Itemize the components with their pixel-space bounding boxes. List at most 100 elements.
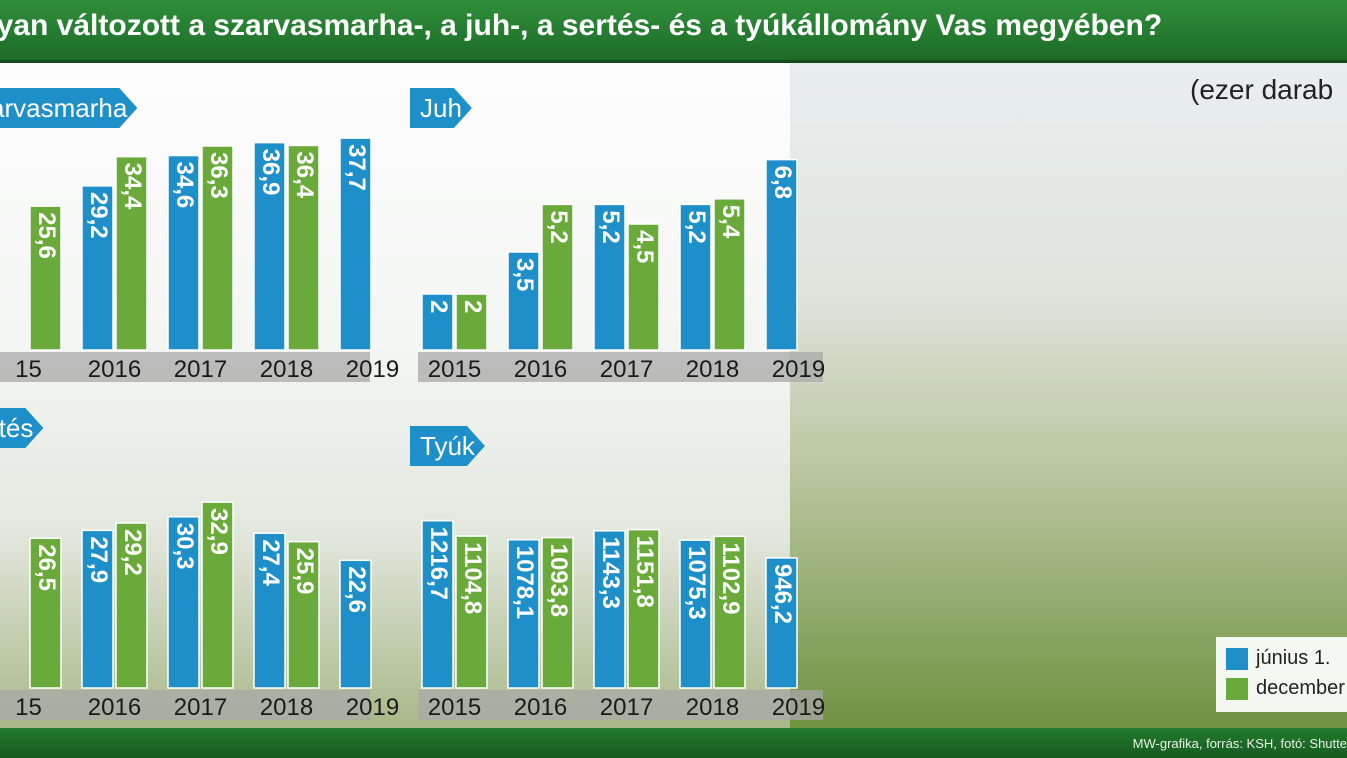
bar-hen-december-2016 <box>541 536 574 689</box>
legend-label-june: június 1. <box>1256 647 1331 669</box>
legend-item-june: június 1. <box>1226 647 1331 673</box>
tick-label-pig-2018: 2018 <box>260 694 313 721</box>
bar-cattle-june-2019 <box>339 137 372 351</box>
bar-label-hen-december-2015: 1104,8 <box>459 542 486 614</box>
bar-sheep-june-2018 <box>679 203 712 351</box>
bar-pig-december-2017 <box>201 501 234 689</box>
bar-label-sheep-june-2019: 6,8 <box>769 166 796 199</box>
bar-label-pig-june-2016: 27,9 <box>85 536 112 583</box>
bar-sheep-december-2015 <box>455 293 488 351</box>
tick-label-pig-2015: 15 <box>15 694 42 721</box>
bar-pig-december-2015 <box>29 537 62 689</box>
bar-label-cattle-december-2016: 34,4 <box>119 163 146 210</box>
unit-label: (ezer darab <box>1190 74 1334 105</box>
bar-label-cattle-december-2018: 36,4 <box>291 151 318 198</box>
credit-text: MW-grafika, forrás: KSH, fotó: Shutte <box>1132 736 1347 751</box>
legend-label-december: december <box>1256 677 1345 699</box>
tick-label-cattle-2017: 2017 <box>174 356 227 383</box>
tick-label-sheep-2017: 2017 <box>600 356 653 383</box>
legend-swatch-december <box>1226 677 1248 700</box>
tick-label-pig-2017: 2017 <box>174 694 227 721</box>
bar-label-sheep-december-2016: 5,2 <box>545 210 572 243</box>
bar-sheep-june-2017 <box>593 203 626 351</box>
bar-cattle-june-2017 <box>167 154 200 351</box>
bar-label-sheep-december-2018: 5,4 <box>717 205 744 239</box>
bar-label-pig-june-2019: 22,6 <box>343 566 370 613</box>
bar-label-cattle-june-2017: 34,6 <box>171 162 198 209</box>
tick-label-pig-2019: 2019 <box>346 694 399 721</box>
axis-band-hen <box>418 690 823 720</box>
tick-label-pig-2016: 2016 <box>88 694 141 721</box>
bar-hen-december-2015 <box>455 535 488 689</box>
bar-sheep-december-2017 <box>627 223 660 351</box>
bar-label-hen-june-2018: 1075,3 <box>683 546 710 619</box>
bar-cattle-december-2018 <box>287 144 320 351</box>
bar-sheep-december-2018 <box>713 198 746 351</box>
bar-pig-june-2016 <box>81 529 114 689</box>
bar-hen-december-2018 <box>713 535 746 689</box>
bar-label-hen-december-2017: 1151,8 <box>631 536 658 608</box>
bar-label-pig-june-2017: 30,3 <box>171 523 198 570</box>
bar-label-hen-june-2017: 1143,3 <box>597 537 624 609</box>
bar-label-cattle-june-2018: 36,9 <box>257 149 284 196</box>
page-title: ogyan változott a szarvasmarha-, a juh-,… <box>0 9 1163 42</box>
axis-band-sheep <box>418 352 823 382</box>
tick-label-sheep-2016: 2016 <box>514 356 567 383</box>
bar-pig-december-2016 <box>115 522 148 689</box>
bar-label-sheep-june-2017: 5,2 <box>597 210 624 243</box>
axis-band-cattle <box>0 352 370 382</box>
bar-label-pig-june-2018: 27,4 <box>257 539 284 586</box>
bar-label-sheep-december-2017: 4,5 <box>631 230 658 263</box>
bar-label-sheep-june-2016: 3,5 <box>511 258 538 291</box>
bar-hen-june-2015 <box>421 519 454 689</box>
bar-pig-june-2018 <box>253 532 286 689</box>
bar-label-hen-december-2018: 1102,9 <box>717 542 744 614</box>
tick-label-cattle-2015: 15 <box>15 356 42 383</box>
bar-hen-june-2016 <box>507 539 540 689</box>
bar-label-cattle-december-2017: 36,3 <box>205 152 232 199</box>
bar-sheep-june-2016 <box>507 251 540 351</box>
bar-label-sheep-june-2018: 5,2 <box>683 210 710 243</box>
tick-label-hen-2017: 2017 <box>600 694 653 721</box>
bar-label-hen-june-2016: 1078,1 <box>511 546 538 619</box>
bar-pig-june-2019 <box>339 559 372 689</box>
tick-label-hen-2015: 2015 <box>428 694 481 721</box>
bar-label-pig-december-2018: 25,9 <box>291 548 318 595</box>
chart-title-cattle: arvasmarha <box>0 88 137 128</box>
bar-label-pig-december-2015: 26,5 <box>33 544 60 591</box>
tick-label-cattle-2019: 2019 <box>346 356 399 383</box>
bar-label-hen-june-2015: 1216,7 <box>425 527 452 600</box>
bar-sheep-december-2016 <box>541 203 574 351</box>
tick-label-sheep-2015: 2015 <box>428 356 481 383</box>
tick-label-hen-2018: 2018 <box>686 694 739 721</box>
bar-pig-june-2017 <box>167 516 200 689</box>
bar-cattle-december-2016 <box>115 155 148 351</box>
tick-label-hen-2016: 2016 <box>514 694 567 721</box>
title-bar: ogyan változott a szarvasmarha-, a juh-,… <box>0 0 1347 63</box>
chart-title-hen: Tyúk <box>410 426 485 466</box>
tick-label-cattle-2018: 2018 <box>260 356 313 383</box>
tick-label-sheep-2018: 2018 <box>686 356 739 383</box>
bar-label-pig-december-2016: 29,2 <box>119 529 146 576</box>
bar-cattle-june-2016 <box>81 185 114 351</box>
bar-label-cattle-june-2016: 29,2 <box>85 192 112 239</box>
bar-label-hen-december-2016: 1093,8 <box>545 544 572 617</box>
bar-sheep-june-2019 <box>765 158 798 351</box>
bar-cattle-december-2015 <box>29 205 62 351</box>
legend-item-december: december <box>1226 677 1345 703</box>
legend-swatch-june <box>1226 647 1248 670</box>
bar-hen-june-2019 <box>765 557 798 689</box>
bar-cattle-december-2017 <box>201 145 234 351</box>
bar-label-pig-december-2017: 32,9 <box>205 508 232 555</box>
tick-label-cattle-2016: 2016 <box>88 356 141 383</box>
bar-label-sheep-june-2015: 2 <box>425 300 452 313</box>
bar-hen-june-2018 <box>679 539 712 689</box>
footer-bar: MW-grafika, forrás: KSH, fotó: Shutte <box>0 728 1347 758</box>
bar-hen-december-2017 <box>627 528 660 689</box>
bar-label-hen-june-2019: 946,2 <box>769 564 796 624</box>
legend: június 1. december <box>1216 637 1347 712</box>
bar-hen-june-2017 <box>593 530 626 689</box>
bar-sheep-june-2015 <box>421 293 454 351</box>
bar-label-cattle-december-2015: 25,6 <box>33 212 60 259</box>
